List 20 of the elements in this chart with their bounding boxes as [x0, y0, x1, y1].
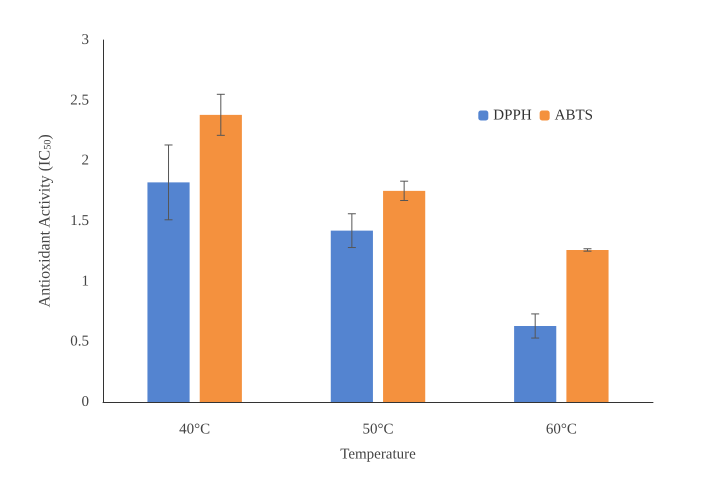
- bar: [383, 190, 426, 402]
- legend-label: ABTS: [554, 108, 593, 124]
- y-tick-label: 3: [82, 32, 89, 48]
- bar: [200, 114, 242, 402]
- bar: [330, 230, 373, 402]
- bar: [566, 250, 609, 402]
- y-tick-label: 1.5: [70, 213, 89, 229]
- y-tick-label: 2: [82, 152, 89, 169]
- legend-label: DPPH: [493, 108, 532, 124]
- y-axis-title: Antioxidant Activity (IC50): [36, 134, 54, 308]
- bar: [147, 182, 190, 402]
- bar: [514, 326, 556, 402]
- y-tick-label: 0.5: [70, 334, 89, 350]
- y-tick-label: 1: [82, 273, 89, 290]
- x-tick-label: 40°C: [179, 422, 210, 438]
- x-tick-label: 50°C: [362, 422, 394, 438]
- y-tick-label: 0: [82, 394, 89, 410]
- y-tick-label: 2.5: [70, 92, 89, 108]
- x-axis-title: Temperature: [340, 446, 416, 462]
- x-tick-label: 60°C: [546, 422, 577, 438]
